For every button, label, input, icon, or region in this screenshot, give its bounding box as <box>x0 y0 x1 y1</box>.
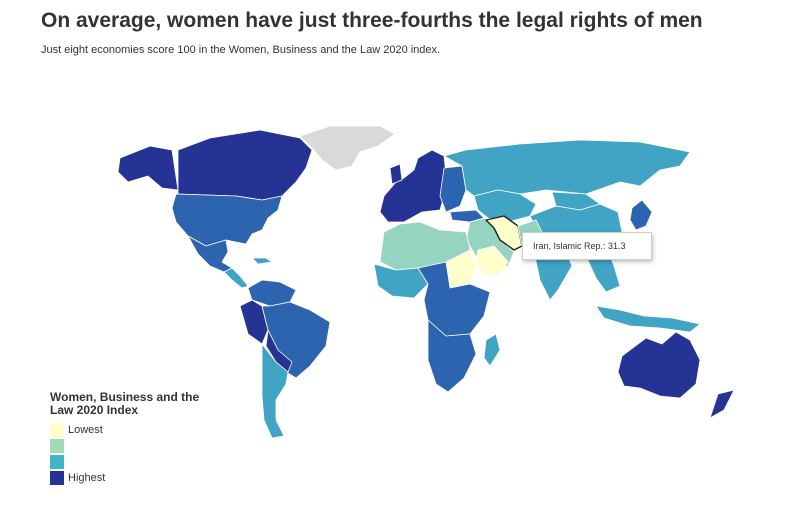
country-iran[interactable] <box>485 215 523 251</box>
country-alaska[interactable] <box>117 145 179 191</box>
region-western-europe[interactable] <box>379 149 447 223</box>
legend-item: Lowest <box>50 422 210 438</box>
region-northern-south-america[interactable] <box>247 279 297 307</box>
country-greenland[interactable] <box>299 125 396 171</box>
legend-swatch <box>50 455 64 469</box>
map-title: On average, women have just three-fourth… <box>41 9 703 32</box>
region-west-africa[interactable] <box>373 263 429 299</box>
legend-item: Highest <box>50 470 210 486</box>
legend-title: Women, Business and the Law 2020 Index <box>50 390 200 417</box>
country-tooltip: Iran, Islamic Rep.: 31.3 <box>522 232 652 260</box>
map-legend: Women, Business and the Law 2020 Index L… <box>50 391 210 486</box>
legend-item <box>50 438 210 454</box>
country-united-kingdom[interactable] <box>389 163 403 185</box>
region-eastern-europe[interactable] <box>439 165 467 213</box>
legend-label: Highest <box>68 472 106 484</box>
country-madagascar[interactable] <box>483 333 501 367</box>
region-caribbean[interactable] <box>251 257 273 265</box>
country-mexico[interactable] <box>187 235 233 273</box>
country-russia[interactable] <box>443 139 691 197</box>
region-saudi-yemen[interactable] <box>475 245 509 277</box>
country-canada[interactable] <box>177 129 313 201</box>
country-united-states[interactable] <box>171 193 283 247</box>
legend-label: Lowest <box>68 424 103 436</box>
legend-swatch <box>50 423 64 437</box>
map-subtitle: Just eight economies score 100 in the Wo… <box>41 44 441 56</box>
legend-swatch <box>50 439 64 453</box>
legend-item <box>50 454 210 470</box>
region-central-east-africa[interactable] <box>417 261 491 337</box>
country-indonesia[interactable] <box>595 305 701 333</box>
region-central-america[interactable] <box>223 267 249 289</box>
region-argentina-chile[interactable] <box>261 343 289 439</box>
country-australia[interactable] <box>617 331 701 399</box>
legend-swatch <box>50 471 64 485</box>
country-new-zealand[interactable] <box>709 389 735 419</box>
region-southern-africa[interactable] <box>427 319 477 393</box>
tooltip-text: Iran, Islamic Rep.: 31.3 <box>533 241 626 251</box>
region-japan-korea[interactable] <box>629 199 653 231</box>
